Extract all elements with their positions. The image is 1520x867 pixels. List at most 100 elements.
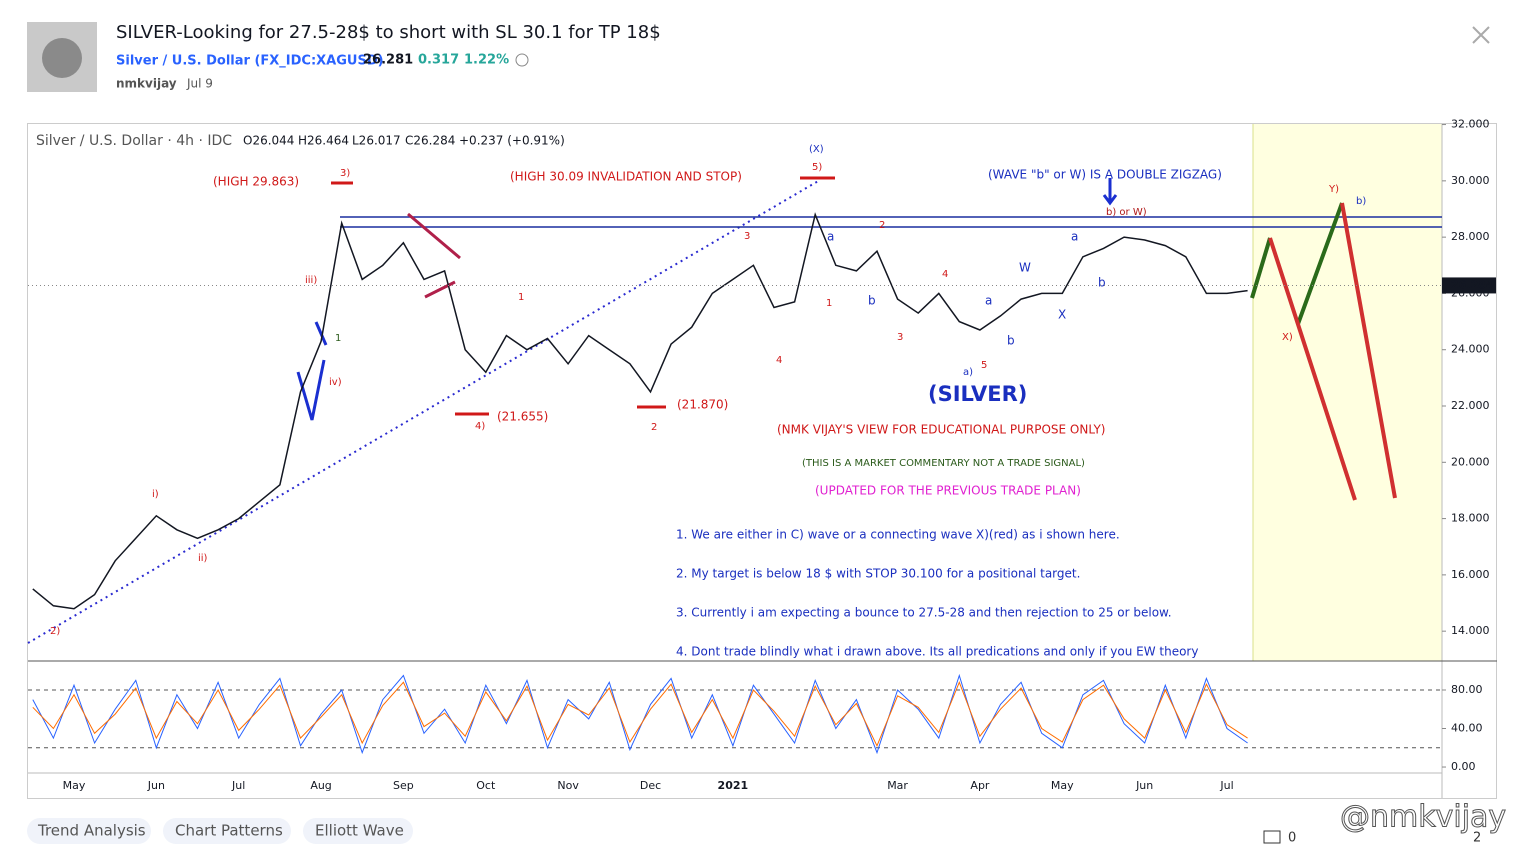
price-line bbox=[32, 680, 1248, 748]
wave-label: X) bbox=[1282, 332, 1293, 343]
annotation: (THIS IS A MARKET COMMENTARY NOT A TRADE… bbox=[802, 458, 1085, 469]
wave-label: 4) bbox=[475, 421, 485, 432]
annotation: (UPDATED FOR THE PREVIOUS TRADE PLAN) bbox=[815, 484, 1081, 498]
annotation: (SILVER) bbox=[928, 382, 1027, 406]
y-tick-label: 20.000 bbox=[1451, 455, 1490, 468]
avatar-face bbox=[42, 38, 82, 78]
annotation: (21.870) bbox=[677, 398, 728, 412]
annotation: (HIGH 29.863) bbox=[213, 175, 299, 189]
tag[interactable] bbox=[27, 818, 151, 844]
chart-frame bbox=[27, 123, 1497, 799]
arrow bbox=[1102, 178, 1118, 206]
close-button[interactable] bbox=[1472, 26, 1490, 44]
wave-label: (X) bbox=[809, 144, 824, 155]
wave-label: a bbox=[827, 230, 834, 244]
last-price-label: 26.284 bbox=[1451, 278, 1494, 291]
x-tick-label: Jun bbox=[147, 779, 165, 792]
wave-label: 2 bbox=[879, 220, 885, 231]
wave-label: 1 bbox=[826, 298, 832, 309]
watermark: @nmkvijay bbox=[1340, 800, 1506, 835]
ohlc-high: H26.464 bbox=[298, 134, 349, 148]
annotation: 1. We are either in C) wave or a connect… bbox=[676, 528, 1120, 542]
wave-label: 3 bbox=[744, 231, 750, 242]
wave-label: 2 bbox=[651, 422, 657, 433]
x-tick-label: Jul bbox=[231, 779, 245, 792]
x-tick-label: 2021 bbox=[718, 779, 749, 792]
wave-label: ii) bbox=[198, 553, 208, 564]
ohlc-change: +0.237 (+0.91%) bbox=[459, 134, 565, 148]
annotation: 2. My target is below 18 $ with STOP 30.… bbox=[676, 567, 1080, 581]
change-pct: 1.22% bbox=[464, 53, 509, 68]
projection-up bbox=[1250, 202, 1344, 325]
comment-count: 0 bbox=[1288, 831, 1296, 846]
tag-label[interactable]: Trend Analysis bbox=[37, 822, 146, 840]
wave-label: b bbox=[1098, 276, 1106, 290]
x-tick-label: Jun bbox=[1135, 779, 1153, 792]
wave-label: b) or W) bbox=[1106, 207, 1147, 218]
ohlc-close: C26.284 bbox=[405, 134, 455, 148]
y-tick-label: 14.000 bbox=[1451, 624, 1490, 637]
wave-label: 3 bbox=[897, 332, 903, 343]
date: Jul 9 bbox=[186, 77, 213, 91]
symbol-link[interactable]: Silver / U.S. Dollar (FX_IDC:XAGUSD) bbox=[116, 54, 384, 69]
wave-label: 4 bbox=[776, 355, 782, 366]
y-tick-label: 32.000 bbox=[1451, 118, 1490, 131]
tag[interactable] bbox=[303, 818, 413, 844]
y-tick-label: 0.00 bbox=[1451, 760, 1476, 773]
x-tick-label: Nov bbox=[557, 779, 579, 792]
wave-label: 5) bbox=[812, 162, 822, 173]
x-tick-label: Dec bbox=[640, 779, 661, 792]
wave-label: a bbox=[985, 294, 992, 308]
tag-label[interactable]: Elliott Wave bbox=[315, 822, 404, 840]
x-tick-label: May bbox=[63, 779, 86, 792]
last-price-box bbox=[1442, 277, 1496, 294]
price-line bbox=[32, 212, 1248, 610]
annotation: (HIGH 30.09 INVALIDATION AND STOP) bbox=[510, 170, 742, 184]
alert-icon[interactable] bbox=[515, 53, 529, 67]
wave-label: i) bbox=[152, 489, 159, 500]
wave-label: 4 bbox=[942, 269, 948, 280]
annotation: (21.655) bbox=[497, 410, 548, 424]
wave-label: iv) bbox=[329, 377, 342, 388]
idea-title: SILVER-Looking for 27.5-28$ to short wit… bbox=[116, 22, 661, 43]
x-tick-label: Oct bbox=[476, 779, 496, 792]
y-tick-label: 28.000 bbox=[1451, 230, 1490, 243]
wave-labels: (X) 5) 3) iii) iv) i) ii) 2) 4) 1 2 3 4 … bbox=[50, 144, 1366, 637]
wave-label: a) bbox=[963, 367, 973, 378]
y-tick-label: 80.00 bbox=[1451, 683, 1483, 696]
wave-label: 5 bbox=[981, 360, 987, 371]
wave-label: b) bbox=[1356, 196, 1366, 207]
price: 26.281 bbox=[363, 53, 413, 68]
comment-icon[interactable] bbox=[1263, 830, 1281, 844]
wave-label: X bbox=[1058, 308, 1066, 322]
y-tick-label: 40.00 bbox=[1451, 722, 1483, 735]
tag[interactable] bbox=[163, 818, 291, 844]
annotation: 4. Dont trade blindly what i drawn above… bbox=[676, 645, 1198, 659]
y-tick-label: 22.000 bbox=[1451, 399, 1490, 412]
y-tick-label: 18.000 bbox=[1451, 512, 1490, 525]
wave-label: Y) bbox=[1328, 184, 1339, 195]
wave-label: 3) bbox=[340, 168, 350, 179]
y-tick-label: 30.000 bbox=[1451, 174, 1490, 187]
projection-down bbox=[1268, 202, 1397, 501]
x-tick-label: Apr bbox=[970, 779, 990, 792]
ohlc-open: O26.044 bbox=[243, 134, 294, 148]
y-tick-label: 24.000 bbox=[1451, 343, 1490, 356]
wave-label: iii) bbox=[305, 275, 317, 286]
boost-count: 2 bbox=[1473, 831, 1481, 846]
author[interactable]: nmkvijay bbox=[116, 77, 177, 91]
tag-label[interactable]: Chart Patterns bbox=[175, 822, 283, 840]
wave-label: W bbox=[1019, 261, 1031, 275]
projection-zone bbox=[1253, 124, 1442, 661]
x-tick-label: Jul bbox=[1219, 779, 1233, 792]
change: 0.317 bbox=[418, 53, 459, 68]
wave-label: 2) bbox=[50, 626, 60, 637]
wave-label: 1 bbox=[518, 292, 524, 303]
wave-label: 1 bbox=[335, 333, 341, 344]
price-line bbox=[32, 673, 1248, 755]
triangle bbox=[407, 212, 461, 299]
y-tick-label: 16.000 bbox=[1451, 568, 1490, 581]
annotation: (NMK VIJAY'S VIEW FOR EDUCATIONAL PURPOS… bbox=[777, 423, 1105, 437]
x-tick-label: May bbox=[1051, 779, 1074, 792]
